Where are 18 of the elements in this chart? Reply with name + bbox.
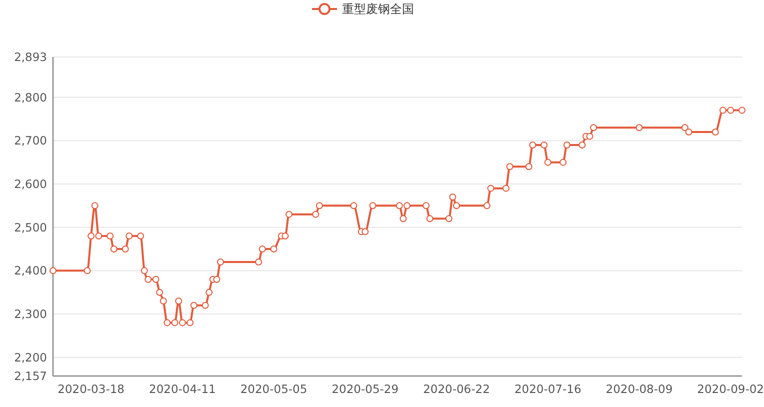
y-tick-label: 2,700 bbox=[14, 134, 47, 148]
y-tick-label: 2,300 bbox=[14, 307, 47, 322]
y-tick-label: 2,500 bbox=[14, 220, 47, 234]
y-tick-label: 2,157 bbox=[14, 369, 47, 383]
x-tick-label: 2020-08-09 bbox=[606, 382, 673, 396]
x-tick-label: 2020-06-22 bbox=[423, 382, 490, 396]
y-tick-label: 2,600 bbox=[14, 176, 47, 191]
x-tick-label: 2020-07-16 bbox=[514, 382, 582, 396]
x-tick-label: 2020-03-18 bbox=[58, 382, 124, 396]
legend-label: 重型废钢全国 bbox=[342, 2, 414, 16]
x-tick-label: 2020-05-29 bbox=[332, 382, 399, 396]
y-tick-label: 2,800 bbox=[14, 90, 47, 104]
y-tick-label: 2,200 bbox=[14, 350, 47, 364]
x-tick-label: 2020-04-11 bbox=[149, 382, 216, 396]
x-tick-label: 2020-05-05 bbox=[240, 382, 308, 396]
y-tick-label: 2,400 bbox=[14, 264, 47, 278]
y-tick-label: 2,893 bbox=[14, 50, 47, 64]
x-tick-label: 2020-09-02 bbox=[697, 382, 764, 396]
